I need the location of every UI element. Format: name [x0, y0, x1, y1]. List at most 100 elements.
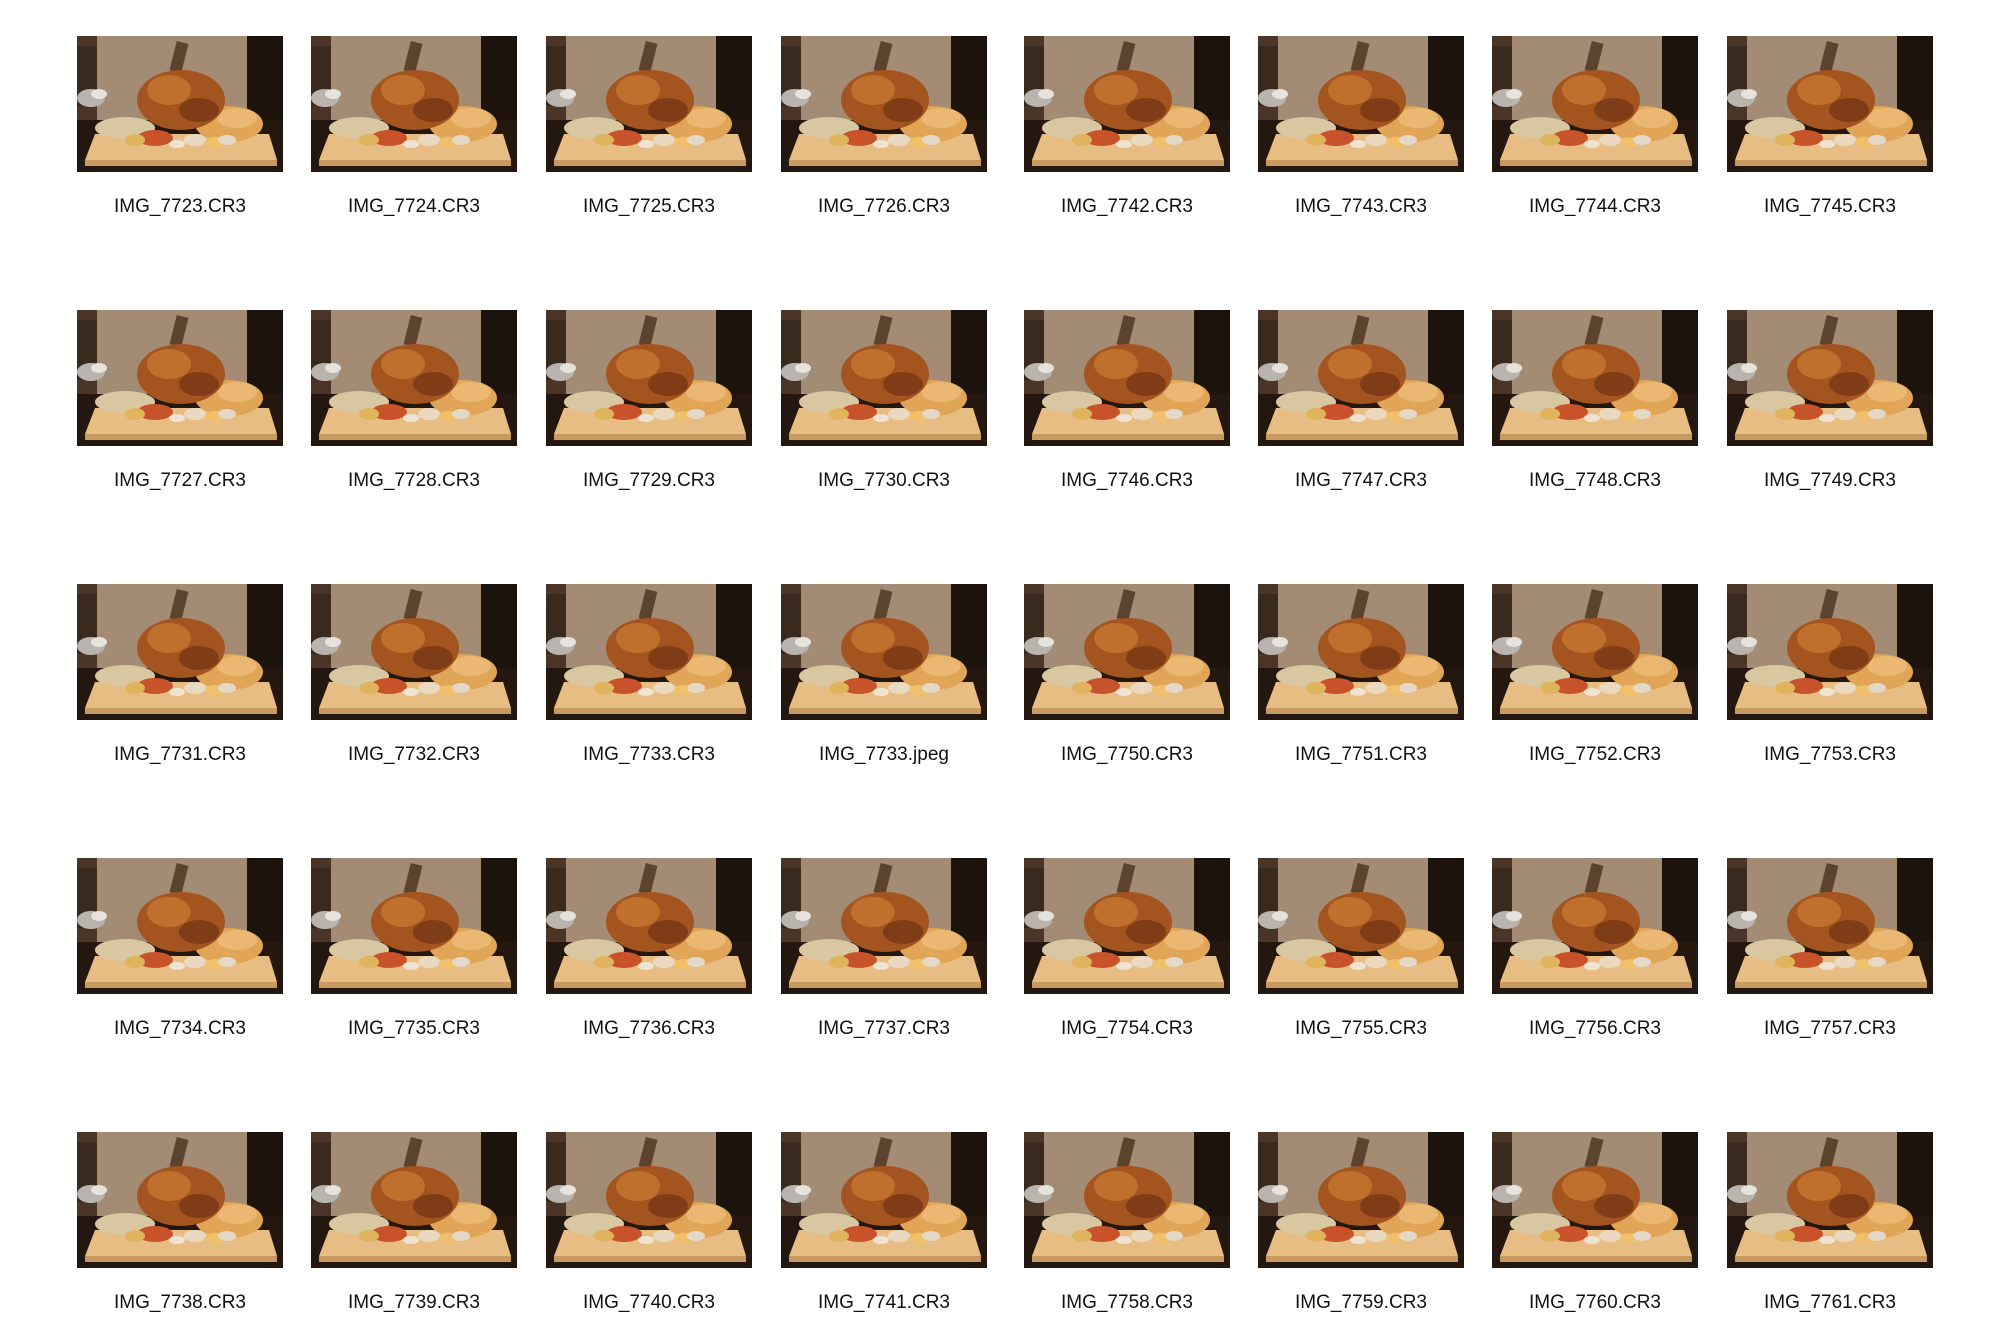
thumbnail-tile[interactable]: IMG_7734.CR3	[77, 858, 283, 1048]
photo-thumbnail[interactable]	[1024, 310, 1230, 446]
photo-thumbnail[interactable]	[77, 584, 283, 720]
thumbnail-tile[interactable]: IMG_7736.CR3	[546, 858, 752, 1048]
file-name-label: IMG_7748.CR3	[1528, 470, 1661, 491]
turkey-platter-photo-icon	[546, 310, 752, 446]
photo-thumbnail[interactable]	[546, 36, 752, 172]
thumbnail-tile[interactable]: IMG_7730.CR3	[781, 310, 987, 500]
thumbnail-tile[interactable]: IMG_7748.CR3	[1492, 310, 1698, 500]
photo-thumbnail[interactable]	[781, 1132, 987, 1268]
photo-thumbnail[interactable]	[1258, 1132, 1464, 1268]
thumbnail-tile[interactable]: IMG_7731.CR3	[77, 584, 283, 774]
file-name-label: IMG_7747.CR3	[1294, 470, 1427, 491]
photo-thumbnail[interactable]	[77, 858, 283, 994]
photo-thumbnail[interactable]	[1727, 858, 1933, 994]
photo-thumbnail[interactable]	[1492, 36, 1698, 172]
file-name-label: IMG_7739.CR3	[347, 1292, 480, 1313]
file-name-label: IMG_7733.CR3	[582, 744, 715, 765]
thumbnail-tile[interactable]: IMG_7740.CR3	[546, 1132, 752, 1322]
turkey-platter-photo-icon	[77, 36, 283, 172]
photo-thumbnail[interactable]	[781, 36, 987, 172]
file-name-label: IMG_7737.CR3	[817, 1018, 950, 1039]
photo-thumbnail[interactable]	[546, 310, 752, 446]
photo-thumbnail[interactable]	[311, 1132, 517, 1268]
thumbnail-tile[interactable]: IMG_7759.CR3	[1258, 1132, 1464, 1322]
photo-thumbnail[interactable]	[1258, 584, 1464, 720]
thumbnail-tile[interactable]: IMG_7753.CR3	[1727, 584, 1933, 774]
photo-thumbnail[interactable]	[1492, 310, 1698, 446]
photo-thumbnail[interactable]	[77, 36, 283, 172]
thumbnail-tile[interactable]: IMG_7733.CR3	[546, 584, 752, 774]
photo-thumbnail[interactable]	[1727, 36, 1933, 172]
photo-thumbnail[interactable]	[77, 1132, 283, 1268]
thumbnail-tile[interactable]: IMG_7744.CR3	[1492, 36, 1698, 226]
thumbnail-tile[interactable]: IMG_7732.CR3	[311, 584, 517, 774]
thumbnail-tile[interactable]: IMG_7761.CR3	[1727, 1132, 1933, 1322]
thumbnail-tile[interactable]: IMG_7758.CR3	[1024, 1132, 1230, 1322]
thumbnail-tile[interactable]: IMG_7746.CR3	[1024, 310, 1230, 500]
thumbnail-tile[interactable]: IMG_7743.CR3	[1258, 36, 1464, 226]
photo-thumbnail[interactable]	[311, 858, 517, 994]
photo-thumbnail[interactable]	[546, 584, 752, 720]
photo-thumbnail[interactable]	[1258, 858, 1464, 994]
file-name-label: IMG_7730.CR3	[817, 470, 950, 491]
file-name-label: IMG_7735.CR3	[347, 1018, 480, 1039]
thumbnail-tile[interactable]: IMG_7728.CR3	[311, 310, 517, 500]
turkey-platter-photo-icon	[1727, 858, 1933, 994]
photo-thumbnail[interactable]	[1492, 858, 1698, 994]
turkey-platter-photo-icon	[1258, 310, 1464, 446]
file-name-label: IMG_7750.CR3	[1060, 744, 1193, 765]
thumbnail-tile[interactable]: IMG_7741.CR3	[781, 1132, 987, 1322]
thumbnail-tile[interactable]: IMG_7733.jpeg	[781, 584, 987, 774]
photo-thumbnail[interactable]	[77, 310, 283, 446]
photo-thumbnail[interactable]	[1024, 584, 1230, 720]
thumbnail-tile[interactable]: IMG_7735.CR3	[311, 858, 517, 1048]
turkey-platter-photo-icon	[1024, 1132, 1230, 1268]
thumbnail-tile[interactable]: IMG_7749.CR3	[1727, 310, 1933, 500]
file-name-label: IMG_7755.CR3	[1294, 1018, 1427, 1039]
thumbnail-tile[interactable]: IMG_7726.CR3	[781, 36, 987, 226]
turkey-platter-photo-icon	[781, 584, 987, 720]
thumbnail-tile[interactable]: IMG_7723.CR3	[77, 36, 283, 226]
photo-thumbnail[interactable]	[1727, 310, 1933, 446]
turkey-platter-photo-icon	[1492, 1132, 1698, 1268]
thumbnail-tile[interactable]: IMG_7742.CR3	[1024, 36, 1230, 226]
thumbnail-tile[interactable]: IMG_7760.CR3	[1492, 1132, 1698, 1322]
thumbnail-tile[interactable]: IMG_7729.CR3	[546, 310, 752, 500]
thumbnail-tile[interactable]: IMG_7752.CR3	[1492, 584, 1698, 774]
photo-thumbnail[interactable]	[1024, 1132, 1230, 1268]
thumbnail-tile[interactable]: IMG_7756.CR3	[1492, 858, 1698, 1048]
photo-thumbnail[interactable]	[1258, 36, 1464, 172]
photo-thumbnail[interactable]	[1727, 1132, 1933, 1268]
photo-thumbnail[interactable]	[546, 1132, 752, 1268]
photo-thumbnail[interactable]	[311, 310, 517, 446]
turkey-platter-photo-icon	[1024, 36, 1230, 172]
photo-thumbnail[interactable]	[1258, 310, 1464, 446]
photo-thumbnail[interactable]	[1492, 1132, 1698, 1268]
photo-thumbnail[interactable]	[311, 584, 517, 720]
thumbnail-tile[interactable]: IMG_7737.CR3	[781, 858, 987, 1048]
photo-thumbnail[interactable]	[1024, 36, 1230, 172]
thumbnail-tile[interactable]: IMG_7755.CR3	[1258, 858, 1464, 1048]
thumbnail-tile[interactable]: IMG_7757.CR3	[1727, 858, 1933, 1048]
photo-thumbnail[interactable]	[781, 858, 987, 994]
thumbnail-tile[interactable]: IMG_7747.CR3	[1258, 310, 1464, 500]
thumbnail-tile[interactable]: IMG_7724.CR3	[311, 36, 517, 226]
photo-thumbnail[interactable]	[1024, 858, 1230, 994]
photo-thumbnail[interactable]	[1727, 584, 1933, 720]
thumbnail-tile[interactable]: IMG_7738.CR3	[77, 1132, 283, 1322]
thumbnail-tile[interactable]: IMG_7751.CR3	[1258, 584, 1464, 774]
thumbnail-tile[interactable]: IMG_7754.CR3	[1024, 858, 1230, 1048]
thumbnail-tile[interactable]: IMG_7750.CR3	[1024, 584, 1230, 774]
photo-thumbnail[interactable]	[781, 584, 987, 720]
photo-thumbnail[interactable]	[546, 858, 752, 994]
photo-thumbnail[interactable]	[311, 36, 517, 172]
thumbnail-tile[interactable]: IMG_7745.CR3	[1727, 36, 1933, 226]
file-name-label: IMG_7731.CR3	[113, 744, 246, 765]
photo-thumbnail[interactable]	[781, 310, 987, 446]
thumbnail-tile[interactable]: IMG_7727.CR3	[77, 310, 283, 500]
photo-thumbnail[interactable]	[1492, 584, 1698, 720]
file-name-label: IMG_7756.CR3	[1528, 1018, 1661, 1039]
thumbnail-tile[interactable]: IMG_7739.CR3	[311, 1132, 517, 1322]
thumbnail-tile[interactable]: IMG_7725.CR3	[546, 36, 752, 226]
